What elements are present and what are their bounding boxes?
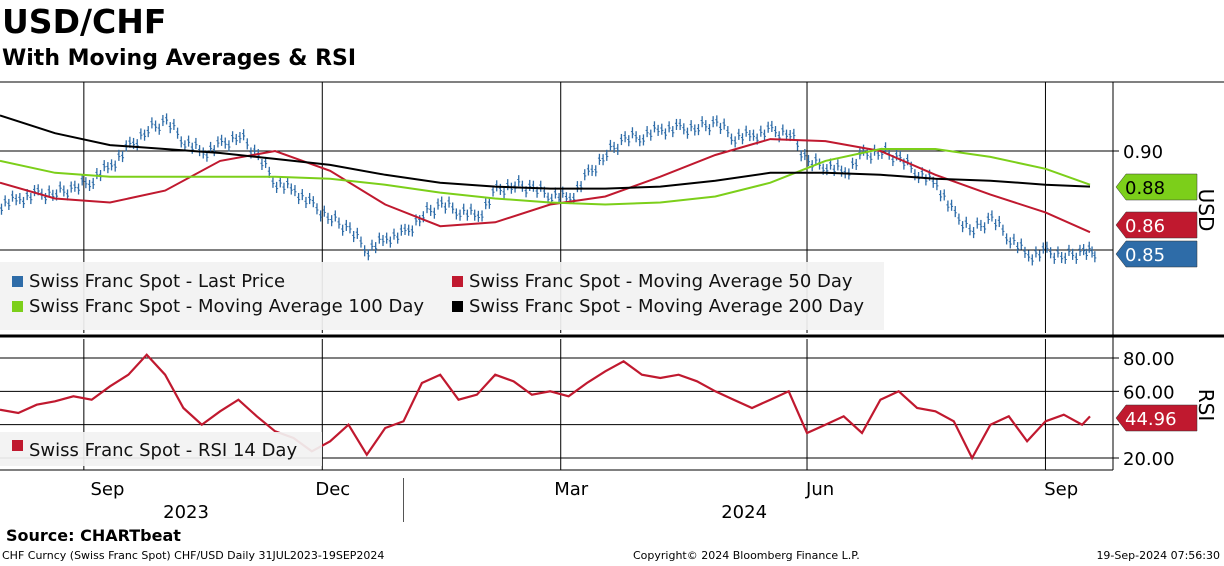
footer-ticker: CHF Curncy (Swiss Franc Spot) CHF/USD Da… (2, 549, 385, 562)
legend-swatch (12, 301, 23, 312)
legend-swatch (452, 276, 463, 287)
price-last-value-tag-bg (1115, 240, 1198, 268)
legends: Swiss Franc Spot - Last Price Swiss Franc… (0, 262, 884, 466)
legend-label: Swiss Franc Spot - Moving Average 100 Da… (29, 296, 424, 317)
legend-label: Swiss Franc Spot - Moving Average 200 Da… (469, 296, 864, 317)
legend-label: Swiss Franc Spot - RSI 14 Day (29, 440, 297, 461)
price-axis-title: USD (1194, 189, 1218, 232)
value-labels: 0.88 0.86 0.85 44.96 (1115, 173, 1198, 432)
rsi-legend-box (0, 432, 322, 466)
x-tick-label: Dec (315, 479, 350, 500)
rsi-last-value-tag-bg (1115, 404, 1198, 432)
rsi-line (0, 353, 1091, 461)
ma200-line (0, 114, 1091, 190)
rsi-y-tick-label: 80.00 (1123, 349, 1175, 370)
rsi-last-value-tag-text: 44.96 (1125, 409, 1177, 430)
x-tick-label: Mar (554, 479, 589, 500)
x-year-label: 2024 (721, 502, 767, 523)
footer-timestamp: 19-Sep-2024 07:56:30 (1096, 549, 1220, 562)
ma50-line (0, 138, 1091, 234)
rsi-y-tick-label: 20.00 (1123, 449, 1175, 470)
legend-swatch (12, 276, 23, 287)
source-note: Source: CHARTbeat (6, 526, 181, 545)
legend-label: Swiss Franc Spot - Moving Average 50 Day (469, 271, 853, 292)
price-y-tick-label: 0.90 (1123, 142, 1163, 163)
x-tick-label: Sep (1044, 479, 1078, 500)
x-tick-label: Sep (90, 479, 124, 500)
price-last-value-tag-bg (1115, 211, 1198, 239)
chart-subtitle: With Moving Averages & RSI (2, 46, 357, 71)
ma100-line (0, 148, 1091, 206)
rsi-axis-title: RSI (1194, 389, 1218, 422)
x-year-label: 2023 (163, 502, 209, 523)
price-lines (0, 114, 1091, 234)
rsi-y-tick-label: 60.00 (1123, 382, 1175, 403)
rsi-lines (0, 353, 1091, 461)
legend-label: Swiss Franc Spot - Last Price (29, 271, 285, 292)
chart-title: USD/CHF (2, 2, 167, 41)
price-last-value-tag-bg (1115, 173, 1198, 201)
legend-swatch (12, 440, 23, 451)
legend-swatch (452, 301, 463, 312)
axes: 0.90 20.00 60.00 80.00 USD RSI Sep Dec Mar Jun Sep… (0, 81, 1224, 523)
footer-copyright: Copyright© 2024 Bloomberg Finance L.P. (633, 549, 860, 562)
price-last-value-tag-text: 0.88 (1125, 178, 1165, 199)
price-last-value-tag-text: 0.86 (1125, 216, 1165, 237)
x-tick-label: Jun (805, 479, 834, 500)
price-legend-box (0, 262, 884, 330)
price-last-value-tag-text: 0.85 (1125, 245, 1165, 266)
